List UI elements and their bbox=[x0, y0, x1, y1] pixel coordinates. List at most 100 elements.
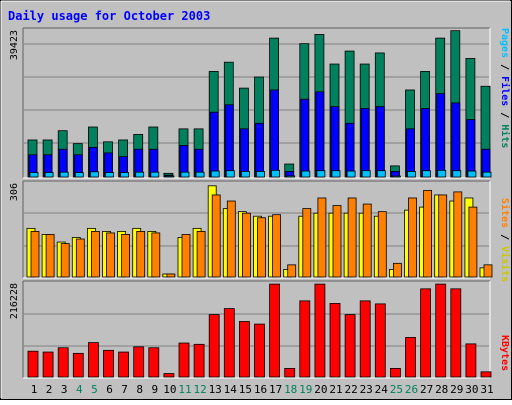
bar-pages-day-21 bbox=[331, 170, 341, 178]
bar-visits-day-4 bbox=[75, 238, 85, 278]
bar-visits-day-1 bbox=[30, 231, 40, 278]
bar-visits-day-25 bbox=[392, 262, 402, 278]
bar-visits-day-31 bbox=[483, 264, 493, 278]
bar-visits-day-5 bbox=[91, 231, 100, 278]
bar-pages-day-11 bbox=[180, 171, 190, 178]
day-label-25: 25 bbox=[390, 383, 403, 396]
bar-files-day-16 bbox=[255, 122, 264, 178]
bar-pages-day-31 bbox=[482, 171, 492, 178]
day-label-13: 13 bbox=[209, 383, 222, 396]
bar-visits-day-17 bbox=[272, 214, 282, 278]
bar-files-day-20 bbox=[315, 91, 325, 178]
bar-pages-day-30 bbox=[467, 170, 477, 178]
day-label-12: 12 bbox=[193, 383, 206, 396]
bar-kbytes-day-30 bbox=[465, 343, 477, 378]
panel-2: 306 bbox=[9, 180, 493, 279]
bar-kbytes-day-21 bbox=[329, 303, 341, 378]
bar-pages-day-20 bbox=[316, 170, 326, 178]
bar-kbytes-day-31 bbox=[480, 371, 492, 378]
y-max-label: 216228 bbox=[9, 283, 20, 319]
day-label-10: 10 bbox=[163, 383, 176, 396]
bar-kbytes-day-25 bbox=[389, 367, 401, 378]
bar-files-day-27 bbox=[421, 108, 431, 178]
bar-pages-day-12 bbox=[195, 171, 205, 178]
bar-kbytes-day-16 bbox=[254, 323, 265, 378]
bar-pages-day-26 bbox=[407, 171, 416, 178]
bar-visits-day-8 bbox=[136, 231, 146, 278]
bar-visits-day-7 bbox=[121, 234, 130, 278]
day-label-30: 30 bbox=[465, 383, 478, 396]
bar-pages-day-10 bbox=[165, 175, 175, 178]
bar-kbytes-day-4 bbox=[72, 352, 84, 378]
top-panel-legend: Pages / Files / Hits bbox=[499, 28, 511, 148]
day-label-1: 1 bbox=[31, 383, 38, 396]
bar-kbytes-day-1 bbox=[27, 350, 39, 378]
day-label-7: 7 bbox=[121, 383, 128, 396]
day-label-5: 5 bbox=[91, 383, 98, 396]
bar-visits-day-13 bbox=[211, 194, 221, 278]
bar-kbytes-day-2 bbox=[42, 351, 54, 378]
day-label-9: 9 bbox=[151, 383, 158, 396]
bar-pages-day-19 bbox=[301, 170, 311, 178]
y-max-label: 306 bbox=[9, 183, 20, 201]
day-label-4: 4 bbox=[76, 383, 83, 396]
day-label-19: 19 bbox=[299, 383, 312, 396]
bar-pages-day-27 bbox=[422, 170, 432, 178]
bar-kbytes-day-15 bbox=[238, 321, 250, 378]
bar-visits-day-21 bbox=[332, 205, 342, 278]
chart-title: Daily usage for October 2003 bbox=[8, 9, 210, 23]
bar-kbytes-day-23 bbox=[359, 300, 371, 378]
bar-files-day-17 bbox=[270, 89, 280, 178]
bar-visits-day-26 bbox=[408, 197, 417, 278]
bar-kbytes-day-13 bbox=[208, 314, 220, 378]
bar-pages-day-22 bbox=[346, 170, 356, 178]
bar-pages-day-25 bbox=[391, 175, 401, 178]
bar-visits-day-27 bbox=[423, 189, 433, 278]
panel-3: 216228 bbox=[9, 280, 492, 379]
bar-kbytes-day-7 bbox=[118, 351, 129, 378]
bar-visits-day-28 bbox=[438, 194, 448, 278]
bar-files-day-15 bbox=[239, 128, 249, 178]
bar-visits-day-9 bbox=[151, 232, 161, 278]
bar-visits-day-2 bbox=[45, 234, 55, 278]
day-label-21: 21 bbox=[329, 383, 342, 396]
bar-pages-day-7 bbox=[120, 172, 129, 178]
bar-pages-day-29 bbox=[452, 170, 462, 178]
bar-visits-day-29 bbox=[453, 191, 463, 278]
day-label-23: 23 bbox=[360, 383, 373, 396]
bar-visits-day-24 bbox=[377, 211, 387, 278]
bar-visits-day-12 bbox=[196, 231, 206, 278]
bar-kbytes-day-6 bbox=[103, 349, 114, 378]
bar-pages-day-2 bbox=[44, 172, 54, 178]
bar-pages-day-13 bbox=[210, 170, 220, 178]
day-label-22: 22 bbox=[344, 383, 357, 396]
day-label-16: 16 bbox=[254, 383, 267, 396]
bar-kbytes-day-19 bbox=[299, 300, 311, 378]
bar-kbytes-day-3 bbox=[57, 347, 69, 378]
y-max-label: 39423 bbox=[9, 30, 20, 60]
bar-files-day-13 bbox=[209, 111, 219, 178]
bar-kbytes-day-22 bbox=[344, 314, 356, 378]
bar-files-day-24 bbox=[375, 106, 385, 178]
bar-kbytes-day-9 bbox=[148, 347, 160, 378]
bar-visits-day-23 bbox=[362, 203, 372, 278]
bar-kbytes-day-5 bbox=[88, 342, 99, 378]
bar-pages-day-6 bbox=[105, 172, 114, 178]
day-label-20: 20 bbox=[314, 383, 327, 396]
bottom-panel-legend: KBytes bbox=[499, 335, 510, 371]
bar-kbytes-day-28 bbox=[435, 283, 447, 378]
bar-visits-day-15 bbox=[241, 212, 251, 278]
bar-visits-day-20 bbox=[317, 197, 327, 278]
bar-kbytes-day-27 bbox=[420, 288, 432, 378]
day-label-2: 2 bbox=[46, 383, 53, 396]
bar-pages-day-24 bbox=[376, 170, 386, 178]
bar-pages-day-23 bbox=[361, 170, 371, 178]
bar-files-day-14 bbox=[224, 104, 234, 178]
day-label-6: 6 bbox=[106, 383, 113, 396]
bar-pages-day-4 bbox=[74, 172, 84, 178]
bar-visits-day-16 bbox=[257, 217, 266, 278]
bar-files-day-21 bbox=[330, 106, 340, 178]
bar-visits-day-19 bbox=[302, 208, 312, 278]
bar-kbytes-day-20 bbox=[314, 283, 326, 378]
